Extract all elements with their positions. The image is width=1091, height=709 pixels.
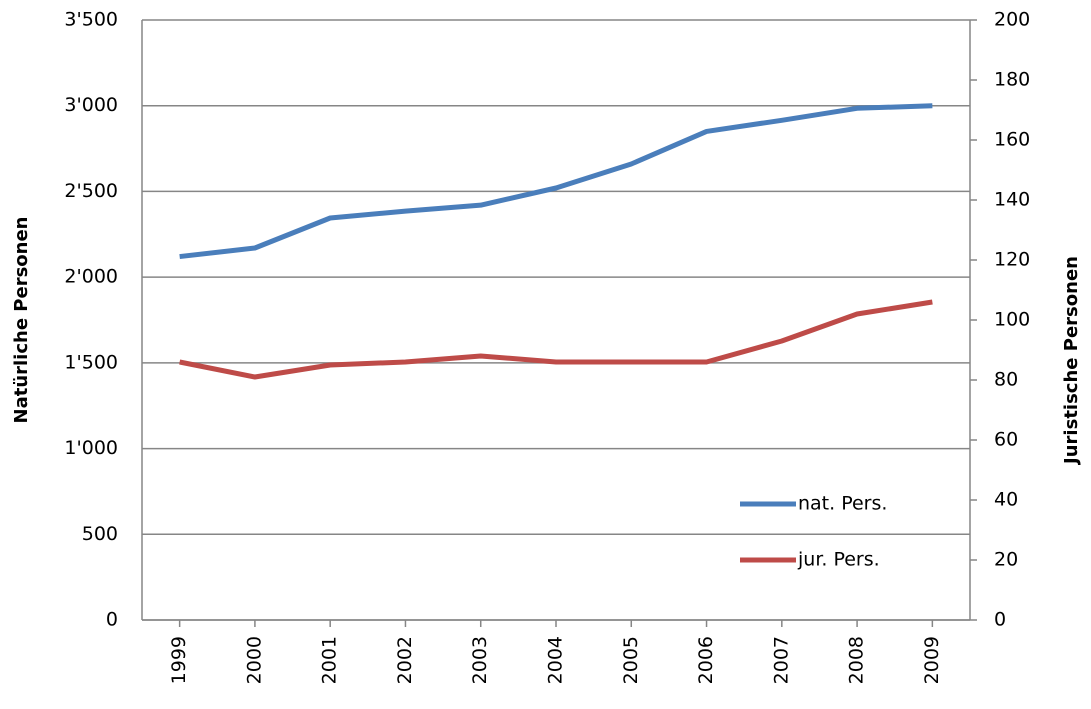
y-tick-label: 1'500: [64, 351, 118, 373]
legend-label: nat. Pers.: [798, 493, 887, 515]
y2-tick-label: 60: [994, 429, 1018, 451]
x-tick-label: 2005: [620, 636, 642, 684]
y2-tick-label: 180: [994, 69, 1030, 91]
y2-tick-label: 40: [994, 489, 1018, 511]
y-tick-label: 0: [106, 609, 118, 631]
y2-tick-label: 100: [994, 309, 1030, 331]
x-tick-label: 2007: [770, 636, 792, 684]
y2-tick-label: 140: [994, 189, 1030, 211]
y2-tick-label: 80: [994, 369, 1018, 391]
y-tick-label: 2'500: [64, 180, 118, 202]
y2-axis-title: Juristische Personen: [1061, 256, 1082, 466]
y2-tick-label: 160: [994, 129, 1030, 151]
y2-tick-label: 120: [994, 249, 1030, 271]
legend-label: jur. Pers.: [797, 549, 880, 571]
x-tick-label: 2002: [394, 636, 416, 684]
x-tick-label: 1999: [168, 636, 190, 684]
y2-tick-label: 200: [994, 9, 1030, 31]
x-tick-label: 2008: [846, 636, 868, 684]
y-tick-label: 3'000: [64, 94, 118, 116]
x-tick-label: 2004: [545, 636, 567, 684]
y2-tick-label: 20: [994, 549, 1018, 571]
y-tick-label: 2'000: [64, 266, 118, 288]
x-tick-label: 2003: [469, 636, 491, 684]
y-axis-title: Natürliche Personen: [11, 217, 32, 424]
line-series: [179, 103, 933, 260]
y2-tick-label: 0: [994, 609, 1006, 631]
y-tick-label: 500: [82, 523, 118, 545]
y-tick-label: 3'500: [64, 9, 118, 31]
line-series: [179, 299, 933, 380]
x-tick-label: 2009: [921, 636, 943, 684]
x-tick-label: 2000: [243, 636, 265, 684]
x-tick-label: 2001: [319, 636, 341, 684]
y-tick-label: 1'000: [64, 437, 118, 459]
x-tick-label: 2006: [695, 636, 717, 684]
